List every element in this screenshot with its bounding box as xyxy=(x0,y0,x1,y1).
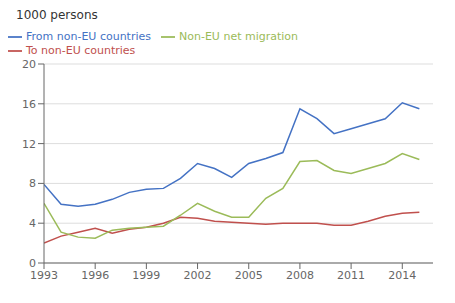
svg-text:16: 16 xyxy=(22,98,36,111)
svg-text:8: 8 xyxy=(29,177,36,190)
svg-text:2002: 2002 xyxy=(184,269,212,282)
html-text:Non-EU net migration: Non-EU net migration xyxy=(179,30,299,43)
svg-text:2008: 2008 xyxy=(286,269,314,282)
svg-text:1999: 1999 xyxy=(132,269,160,282)
svg-text:2005: 2005 xyxy=(235,269,263,282)
html-text:To non-EU countries: To non-EU countries xyxy=(26,44,136,57)
svg-text:20: 20 xyxy=(22,58,36,71)
html-text:From non-EU countries: From non-EU countries xyxy=(26,30,151,43)
svg-text:1993: 1993 xyxy=(30,269,58,282)
svg-text:4: 4 xyxy=(29,217,36,230)
svg-text:0: 0 xyxy=(29,257,36,270)
svg-text:12: 12 xyxy=(22,138,36,151)
svg-text:1996: 1996 xyxy=(81,269,109,282)
svg-text:2011: 2011 xyxy=(337,269,365,282)
svg-text:2014: 2014 xyxy=(388,269,416,282)
html-text:1000 persons: 1000 persons xyxy=(16,8,98,22)
